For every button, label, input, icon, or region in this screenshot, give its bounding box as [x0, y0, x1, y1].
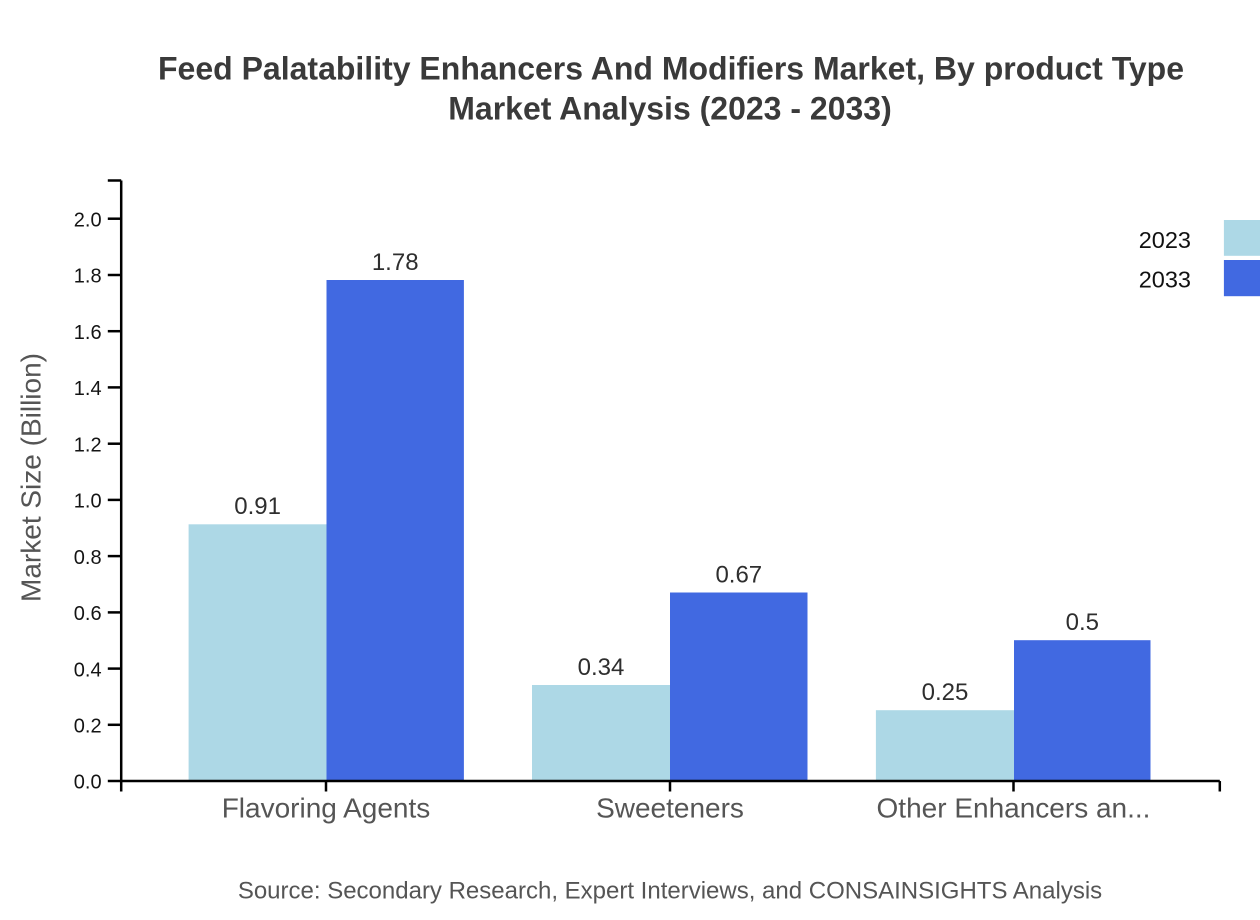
- svg-text:1.6: 1.6: [74, 322, 102, 344]
- svg-text:0.6: 0.6: [74, 603, 102, 625]
- svg-text:2023: 2023: [1139, 227, 1191, 253]
- svg-text:0.25: 0.25: [922, 679, 969, 706]
- svg-text:1.2: 1.2: [74, 434, 102, 456]
- svg-text:0.2: 0.2: [74, 716, 102, 738]
- svg-text:2033: 2033: [1139, 267, 1191, 293]
- svg-text:Market Analysis (2023 - 2033): Market Analysis (2023 - 2033): [448, 91, 892, 127]
- svg-text:1.78: 1.78: [372, 249, 419, 276]
- svg-text:0.91: 0.91: [234, 493, 281, 520]
- svg-text:1.8: 1.8: [74, 266, 102, 288]
- svg-text:1.4: 1.4: [74, 378, 102, 400]
- svg-text:Source: Secondary Research, Ex: Source: Secondary Research, Expert Inter…: [238, 878, 1102, 905]
- svg-text:0.0: 0.0: [74, 772, 102, 794]
- svg-text:Flavoring Agents: Flavoring Agents: [222, 792, 431, 823]
- svg-text:0.8: 0.8: [74, 547, 102, 569]
- svg-text:Market Size (Billion): Market Size (Billion): [16, 353, 47, 602]
- svg-text:0.4: 0.4: [74, 659, 102, 681]
- svg-text:Sweeteners: Sweeteners: [596, 792, 744, 823]
- svg-text:Other Enhancers an...: Other Enhancers an...: [877, 792, 1151, 823]
- svg-text:0.5: 0.5: [1066, 609, 1099, 636]
- svg-text:Feed Palatability Enhancers An: Feed Palatability Enhancers And Modifier…: [158, 50, 1184, 86]
- svg-text:1.0: 1.0: [74, 491, 102, 513]
- svg-text:0.34: 0.34: [578, 654, 625, 681]
- svg-text:0.67: 0.67: [715, 561, 762, 588]
- svg-text:2.0: 2.0: [74, 209, 102, 231]
